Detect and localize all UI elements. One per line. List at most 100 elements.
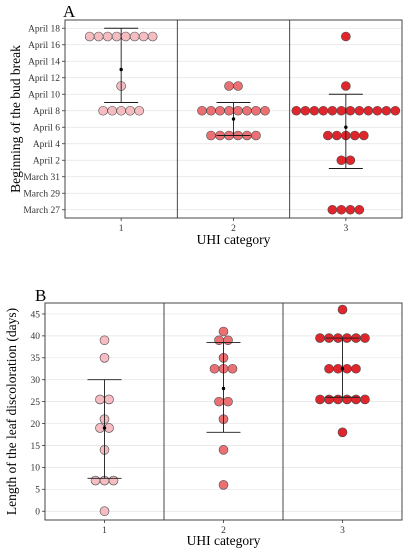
- y-tick-label: 0: [35, 508, 40, 518]
- y-axis-title: Length of the leaf discoloration (days): [4, 308, 19, 515]
- data-point: [363, 105, 374, 116]
- data-point: [341, 31, 351, 42]
- data-point: [197, 105, 207, 116]
- data-point: [372, 105, 383, 116]
- data-point: [332, 130, 342, 141]
- data-point: [218, 445, 229, 455]
- data-point: [223, 396, 233, 407]
- data-point: [134, 105, 144, 116]
- data-point: [327, 105, 338, 116]
- data-point: [233, 81, 243, 91]
- y-tick-label: April 16: [28, 41, 60, 51]
- data-point: [345, 204, 356, 215]
- data-point: [104, 394, 114, 405]
- x-tick-label: 3: [343, 224, 348, 234]
- data-point: [390, 105, 401, 116]
- panel-b: 0 5 10 15 20 25 30 35 40 45 1 2 3 B UHI category Length…: [4, 286, 403, 548]
- data-point: [125, 105, 135, 116]
- data-point: [102, 31, 113, 42]
- data-point: [324, 394, 334, 405]
- x-axis-title: UHI category: [197, 232, 271, 247]
- data-point: [111, 31, 122, 42]
- y-tick-label: 35: [31, 354, 41, 364]
- y-tick-label: March 29: [23, 190, 60, 200]
- mean-point: [344, 125, 348, 129]
- y-tick-label: 45: [31, 310, 41, 320]
- y-axis-title: Beginning of the bud break: [8, 45, 23, 193]
- y-tick-label: 25: [31, 398, 41, 408]
- data-point: [138, 31, 149, 42]
- data-point: [251, 105, 261, 116]
- data-point: [218, 480, 229, 490]
- x-tick-label: 2: [221, 526, 226, 536]
- data-point: [99, 506, 110, 517]
- data-point: [381, 105, 392, 116]
- x-tick-label: 1: [102, 526, 107, 536]
- data-point: [342, 394, 352, 405]
- data-point: [337, 427, 348, 438]
- y-tick-label: April 6: [33, 124, 60, 134]
- data-point: [341, 81, 351, 91]
- mean-point: [102, 426, 107, 430]
- data-point: [116, 105, 126, 116]
- data-point: [345, 105, 356, 116]
- data-point: [354, 204, 365, 215]
- data-point: [206, 105, 216, 116]
- data-point: [300, 105, 311, 116]
- y-tick-label: 5: [35, 486, 40, 496]
- data-point: [120, 31, 131, 42]
- data-point: [336, 105, 347, 116]
- data-point: [336, 155, 347, 166]
- data-point: [90, 475, 101, 486]
- y-tick-label: March 27: [23, 206, 60, 216]
- y-tick-label: April 10: [28, 91, 60, 101]
- panel-label: A: [63, 2, 76, 21]
- data-point: [108, 475, 119, 486]
- x-tick-label: 1: [119, 224, 124, 234]
- data-point: [251, 130, 261, 141]
- data-point: [107, 105, 117, 116]
- data-point: [309, 105, 320, 116]
- data-point: [351, 363, 361, 374]
- data-point: [93, 31, 104, 42]
- mean-point: [231, 117, 236, 121]
- data-point: [224, 81, 234, 91]
- data-point: [224, 105, 234, 116]
- data-point: [227, 363, 238, 374]
- data-point: [359, 130, 369, 141]
- data-point: [242, 105, 252, 116]
- data-point: [323, 130, 333, 141]
- data-point: [260, 105, 270, 116]
- data-point: [360, 333, 370, 343]
- mean-point: [340, 367, 345, 371]
- mean-point: [119, 67, 123, 72]
- panel-a: March 27 March 29 March 31 April 2 April 4 Ap…: [8, 2, 403, 247]
- data-point: [318, 105, 329, 116]
- y-tick-label: April 2: [33, 157, 60, 167]
- y-tick-label: 30: [31, 376, 41, 386]
- data-point: [95, 394, 105, 405]
- y-tick-label: April 4: [33, 140, 60, 150]
- data-point: [324, 363, 334, 374]
- data-point: [84, 31, 95, 42]
- data-point: [98, 105, 108, 116]
- data-point: [223, 335, 233, 346]
- y-tick-label: 20: [31, 420, 41, 430]
- data-point: [214, 396, 224, 407]
- y-tick-label: April 12: [28, 74, 60, 84]
- mean-point: [221, 386, 226, 391]
- y-tick-label: April 14: [28, 58, 60, 68]
- data-point: [350, 130, 360, 141]
- x-tick-label: 3: [340, 526, 345, 536]
- data-point: [233, 105, 243, 116]
- y-tick-label: 40: [31, 332, 41, 342]
- data-point: [209, 363, 220, 374]
- data-point: [206, 130, 216, 141]
- x-axis-title: UHI category: [187, 533, 261, 548]
- data-point: [215, 105, 225, 116]
- data-point: [129, 31, 140, 42]
- data-point: [327, 204, 338, 215]
- panel-label: B: [35, 286, 46, 305]
- data-point: [315, 333, 325, 343]
